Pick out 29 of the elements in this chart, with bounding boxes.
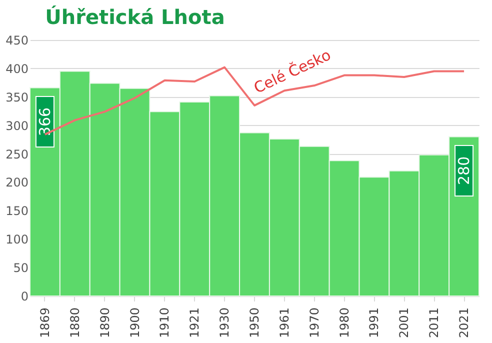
- x-tick-label: 2011: [427, 308, 442, 338]
- chart-title: Úhřetická Lhota: [45, 5, 225, 29]
- x-tick-label: 1980: [337, 308, 352, 338]
- x-tick-label: 1921: [188, 308, 202, 338]
- y-tick-label: 100: [6, 232, 28, 247]
- x-tick-label: 1930: [218, 308, 232, 338]
- y-tick-label: 0: [20, 290, 28, 304]
- x-tick-label: 1869: [38, 308, 52, 338]
- y-tick-label: 450: [6, 34, 28, 48]
- y-tick-label: 400: [6, 62, 28, 76]
- x-tick-label: 1950: [248, 308, 262, 338]
- y-tick-label: 350: [6, 90, 28, 104]
- data-label: 280: [455, 156, 474, 186]
- x-tick-label: 2001: [397, 308, 412, 338]
- y-tick-label: 150: [6, 204, 28, 218]
- x-tick-label: 1910: [158, 308, 172, 338]
- text: Celé Česko: [251, 46, 334, 98]
- x-tick-label: 1961: [277, 308, 292, 338]
- x-tick-label: 1900: [128, 308, 142, 338]
- y-tick-label: 300: [6, 118, 28, 133]
- y-tick-label: 250: [6, 147, 28, 162]
- x-tick-label: 1970: [307, 308, 322, 338]
- y-tick-label: 50: [13, 261, 28, 276]
- data-label: 366: [36, 107, 54, 136]
- x-tick-label: 1880: [68, 308, 82, 338]
- y-tick-label: 200: [6, 176, 28, 190]
- x-tick-label: 2021: [457, 308, 472, 338]
- x-tick-label: 1890: [98, 308, 112, 338]
- x-tick-label: 1991: [367, 308, 382, 338]
